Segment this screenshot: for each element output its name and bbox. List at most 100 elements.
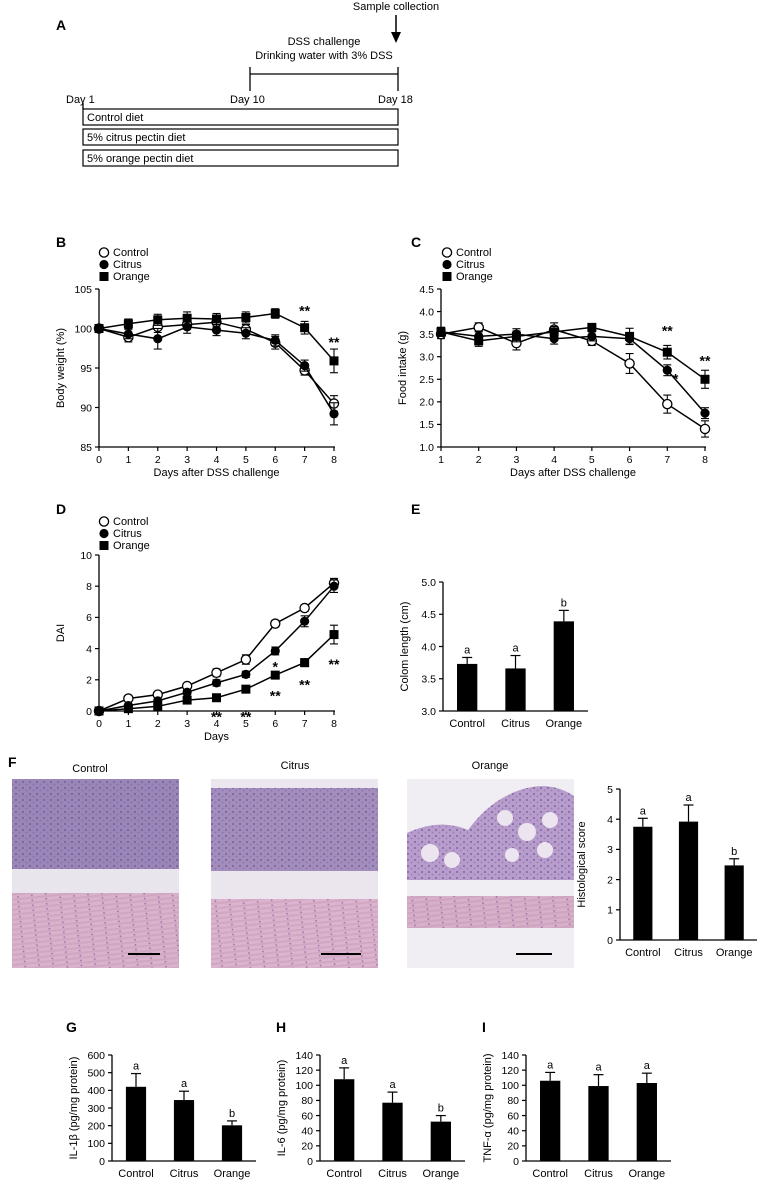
significance-letter: a <box>640 805 647 817</box>
category-label: Control <box>326 1168 361 1180</box>
x-tick-label: 2 <box>476 454 482 466</box>
y-tick-label: 0 <box>513 1156 519 1168</box>
significance-letter: b <box>229 1108 235 1120</box>
x-tick-label: 5 <box>243 454 249 466</box>
y-tick-label: 400 <box>87 1085 105 1097</box>
y-axis-label: Food intake (g) <box>397 331 409 405</box>
sample-arrow-head <box>391 32 401 43</box>
y-tick-label: 8 <box>86 581 92 593</box>
legend-marker <box>99 528 109 539</box>
data-point <box>270 308 280 318</box>
legend-label: Orange <box>113 540 150 552</box>
y-tick-label: 0 <box>607 935 613 947</box>
legend-marker <box>99 272 109 281</box>
y-tick-label: 2 <box>607 874 613 886</box>
significance-mark: ** <box>211 708 222 724</box>
data-point <box>241 669 251 679</box>
series-line <box>440 326 706 380</box>
bar <box>636 1083 657 1161</box>
y-tick-label: 4.5 <box>419 284 434 296</box>
data-point <box>182 313 192 323</box>
chart-e: 3.0 3.5 4.0 4.5 5.0 Colom length (cm) a Control… <box>399 577 588 730</box>
data-point <box>300 323 310 333</box>
legend-marker <box>99 541 109 550</box>
y-tick-label: 500 <box>87 1067 105 1079</box>
category-label: Control <box>532 1168 567 1180</box>
x-tick-label: 6 <box>627 454 633 466</box>
panel-label-g: G <box>66 1019 77 1035</box>
significance-mark: ** <box>329 334 340 350</box>
data-point <box>182 687 192 697</box>
legend-label: Citrus <box>113 259 142 271</box>
significance-mark: ** <box>700 352 711 368</box>
x-tick-label: 3 <box>184 718 190 730</box>
legend-label: Citrus <box>113 528 142 540</box>
y-tick-label: 140 <box>501 1050 519 1062</box>
data-point <box>241 684 251 694</box>
series-orange <box>94 308 339 374</box>
x-tick-label: 7 <box>302 718 308 730</box>
x-axis-label: Days <box>204 731 230 743</box>
data-point <box>700 374 710 384</box>
y-tick-label: 3.5 <box>421 674 436 686</box>
dss-water-label: Drinking water with 3% DSS <box>255 50 393 62</box>
legend-marker <box>98 516 110 527</box>
significance-mark: ** <box>240 708 251 724</box>
day-18-label: Day 18 <box>378 94 413 106</box>
y-tick-label: 80 <box>301 1095 313 1107</box>
chart-f: 0 1 2 3 4 5 Histological score a Control a Citrus b… <box>576 784 757 959</box>
data-point <box>474 336 484 346</box>
x-tick-label: 4 <box>551 454 557 466</box>
y-tick-label: 2 <box>86 675 92 687</box>
panel-labels: A B C D E F G H I <box>8 17 486 1035</box>
y-tick-label: 85 <box>80 442 92 454</box>
data-point <box>329 356 339 366</box>
data-point <box>270 646 280 656</box>
y-axis-label: Histological score <box>576 821 588 907</box>
legend-label: Citrus <box>456 259 485 271</box>
x-tick-label: 1 <box>438 454 444 466</box>
significance-mark: ** <box>329 656 340 672</box>
day-1-label: Day 1 <box>66 94 95 106</box>
y-tick-label: 5 <box>607 784 613 796</box>
data-point <box>329 630 339 640</box>
y-tick-label: 3.0 <box>419 352 434 364</box>
y-tick-label: 300 <box>87 1103 105 1115</box>
histology-caption-control: Control <box>72 763 107 775</box>
legend-marker <box>442 272 452 281</box>
y-tick-label: 120 <box>501 1065 519 1077</box>
x-tick-label: 7 <box>664 454 670 466</box>
significance-letter: a <box>685 792 692 804</box>
x-tick-label: 2 <box>155 454 161 466</box>
legend-label: Control <box>113 516 148 528</box>
y-tick-label: 3.0 <box>421 706 436 718</box>
x-tick-label: 6 <box>272 454 278 466</box>
y-axis-label: TNF-α (pg/mg protein) <box>482 1053 494 1162</box>
y-tick-label: 4.0 <box>419 306 434 318</box>
data-point <box>211 678 222 688</box>
chart-g: 0 100 200 300 400 500 600 IL-1β (pg/mg protein)… <box>68 1050 256 1180</box>
legend-marker <box>98 247 110 258</box>
significance-mark: ** <box>299 302 310 318</box>
data-point <box>300 658 310 668</box>
data-point <box>212 693 221 703</box>
data-point <box>624 358 635 369</box>
histology-image-control <box>12 779 179 968</box>
data-point <box>211 325 222 335</box>
x-tick-label: 4 <box>214 454 220 466</box>
y-tick-label: 4.5 <box>421 609 436 621</box>
histology-caption-citrus: Citrus <box>281 760 310 772</box>
y-tick-label: 100 <box>501 1080 519 1092</box>
data-point <box>587 322 597 332</box>
data-point <box>587 331 597 341</box>
histology-caption-orange: Orange <box>472 760 509 772</box>
data-point <box>153 701 163 711</box>
category-label: Orange <box>422 1168 459 1180</box>
data-point <box>699 423 711 435</box>
bar <box>678 821 699 940</box>
data-point <box>329 581 339 591</box>
data-point <box>153 334 163 344</box>
